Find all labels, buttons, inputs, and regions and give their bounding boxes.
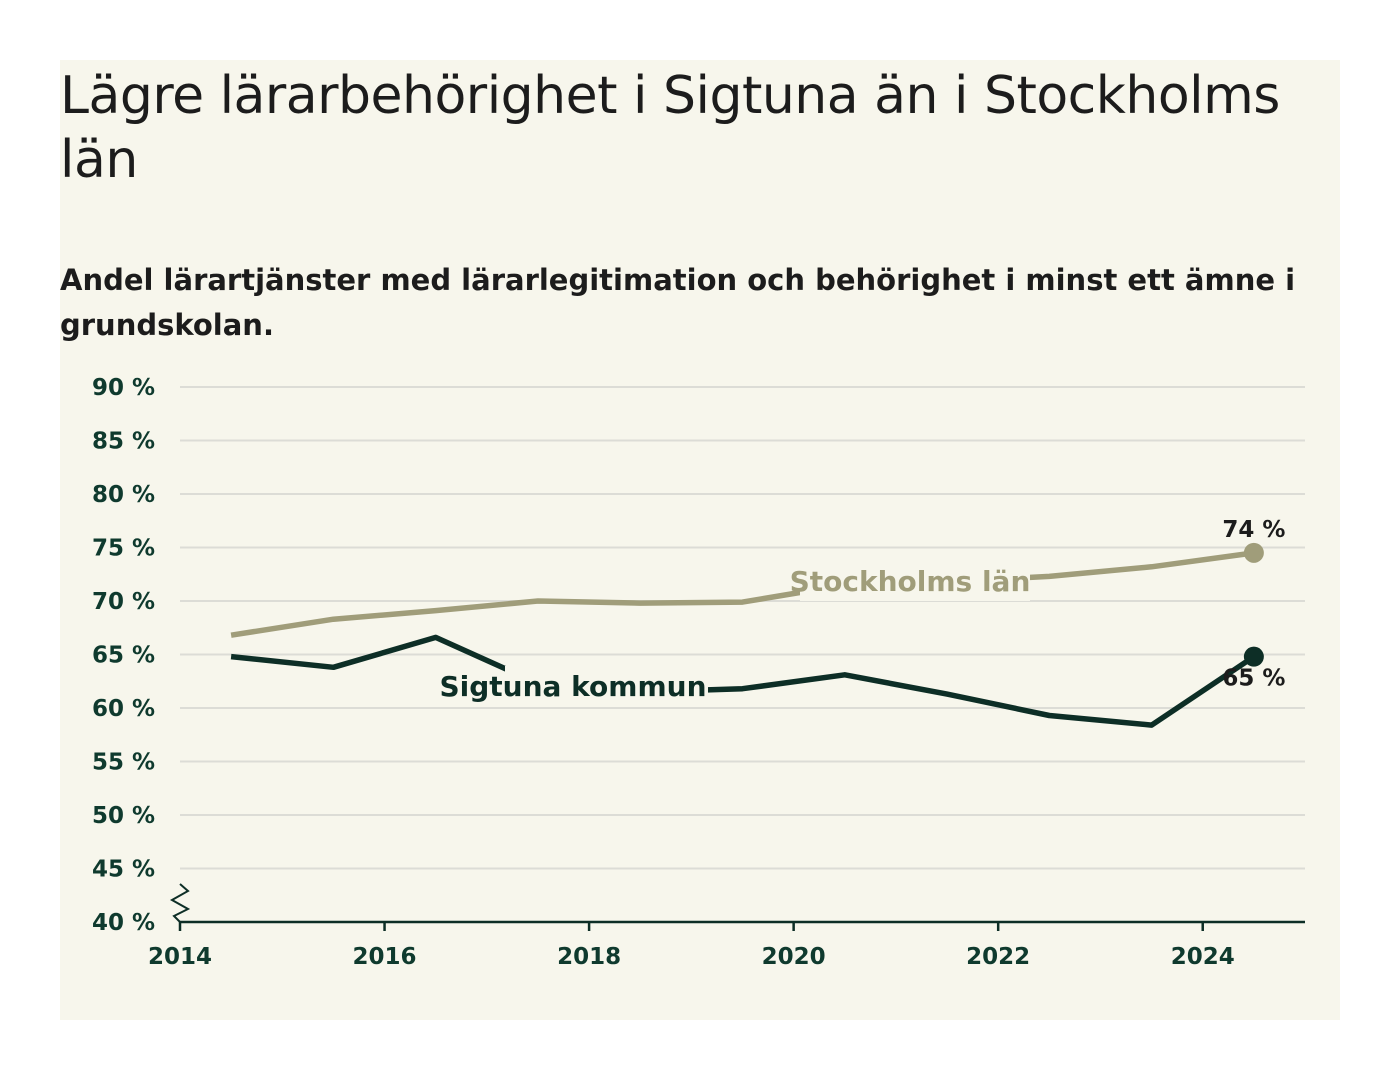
label-background xyxy=(505,666,708,706)
chart-subtitle: Andel lärartjänster med lärarlegitimatio… xyxy=(60,263,1296,342)
series-label: Stockholms län xyxy=(790,565,1031,598)
series-line xyxy=(230,550,1255,638)
x-tick-label: 2016 xyxy=(353,944,417,970)
y-tick-label: 65 % xyxy=(92,643,155,669)
chart-title: Lägre lärarbehörighet i Sigtuna än i Sto… xyxy=(60,66,1280,190)
series-label: Sigtuna kommun xyxy=(439,670,706,703)
y-tick-label: 80 % xyxy=(92,482,155,508)
x-tick-label: 2014 xyxy=(148,944,212,970)
x-tick-label: 2024 xyxy=(1171,944,1235,970)
y-tick-label: 40 % xyxy=(92,910,155,936)
y-tick-label: 85 % xyxy=(92,429,155,455)
end-value-label: 74 % xyxy=(1222,517,1285,543)
series-line xyxy=(230,634,1256,728)
y-tick-label: 75 % xyxy=(92,536,155,562)
y-tick-label: 55 % xyxy=(92,750,155,776)
y-tick-label: 60 % xyxy=(92,696,155,722)
label-background xyxy=(800,561,1030,601)
y-tick-label: 45 % xyxy=(92,857,155,883)
y-tick-label: 70 % xyxy=(92,589,155,615)
y-tick-label: 90 % xyxy=(92,375,155,401)
x-tick-label: 2022 xyxy=(966,944,1030,970)
x-tick-label: 2020 xyxy=(762,944,826,970)
x-tick-label: 2018 xyxy=(557,944,621,970)
chart-card xyxy=(60,60,1340,1020)
axis-break-icon xyxy=(169,883,191,923)
series-endpoint-marker xyxy=(1243,542,1264,563)
y-tick-label: 50 % xyxy=(92,803,155,829)
end-value-label: 65 % xyxy=(1222,666,1285,692)
series-endpoint-marker xyxy=(1243,646,1264,667)
